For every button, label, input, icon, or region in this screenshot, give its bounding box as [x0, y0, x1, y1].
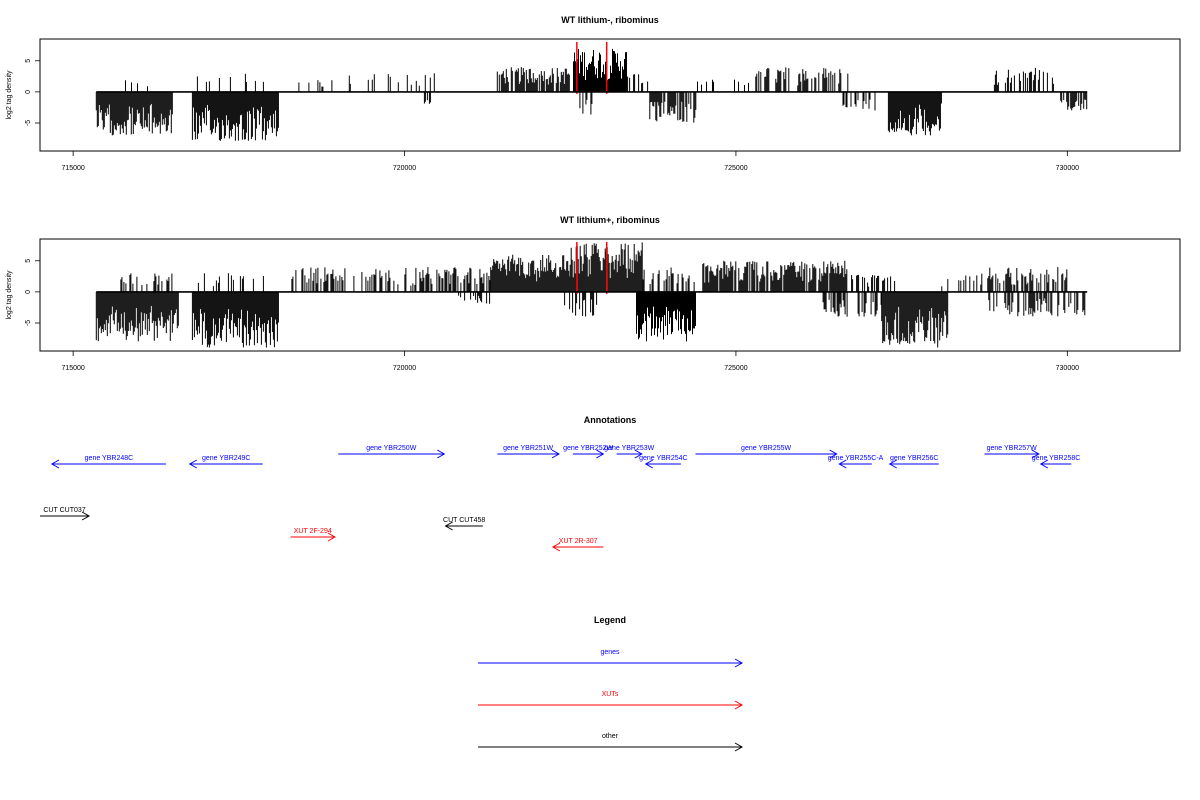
y-tick-label: 0: [25, 290, 32, 294]
feature-label: gene YBR251W: [503, 445, 553, 452]
y-tick-label: 5: [25, 259, 32, 263]
feature-gene: gene YBR257W: [984, 445, 1040, 459]
arrow-head: [188, 459, 198, 469]
feature-label: gene YBR253W: [604, 445, 654, 452]
legend-label: other: [602, 733, 619, 740]
y-axis-label: log2 tag density: [6, 270, 13, 320]
x-tick-label: 715000: [61, 165, 84, 172]
arrow-head: [734, 742, 744, 752]
feature-gene: gene YBR256C: [888, 455, 939, 469]
arrow-head: [551, 449, 560, 459]
feature-label: CUT CUT037: [43, 507, 85, 514]
arrow-head: [596, 449, 605, 459]
arrow-head: [437, 449, 446, 459]
feature-label: gene YBR248C: [85, 455, 134, 462]
arrow-head: [551, 542, 561, 552]
legend-item-other: other: [478, 733, 744, 752]
feature-label: gene YBR252W: [563, 445, 613, 452]
arrow-head: [327, 532, 336, 542]
feature-gene: gene YBR248C: [50, 455, 166, 469]
y-tick-label: -5: [25, 120, 32, 126]
x-tick-label: 720000: [393, 365, 416, 372]
legend-label: XUTs: [602, 691, 619, 698]
arrow-head: [444, 521, 453, 531]
feature-label: gene YBR255C-A: [828, 455, 884, 462]
feature-label: gene YBR256C: [890, 455, 939, 462]
x-tick-labels: 715000 720000 725000 730000: [61, 165, 1079, 172]
legend-item-gene: genes: [478, 649, 744, 668]
x-tick-label: 725000: [724, 365, 747, 372]
feature-label: gene YBR257W: [987, 445, 1037, 452]
feature-label: XUT 2R-307: [559, 538, 598, 545]
legend-label: genes: [600, 649, 620, 656]
x-tick-label: 720000: [393, 165, 416, 172]
track-panel-lithium-plus: WT lithium+, ribominus log2 tag density …: [6, 215, 1181, 372]
x-tick-labels: 715000 720000 725000 730000: [61, 365, 1079, 372]
feature-other: CUT CUT458: [443, 517, 485, 531]
feature-xut: XUT 2F-294: [290, 528, 336, 542]
arrow-head: [734, 700, 744, 710]
feature-arrows: gene YBR248C gene YBR249C gene YBR250W gene…: [40, 445, 1081, 552]
arrow-head: [888, 459, 897, 469]
feature-label: CUT CUT458: [443, 517, 485, 524]
x-tick-label: 730000: [1056, 165, 1079, 172]
y-tick-label: 5: [25, 59, 32, 63]
arrow-head: [1039, 459, 1049, 469]
annotations-title: Annotations: [584, 415, 637, 425]
y-tick-label: 0: [25, 90, 32, 94]
feature-label: gene YBR250W: [366, 445, 416, 452]
annotations-panel: Annotations gene YBR248C gene YBR249Cgene…: [40, 415, 1081, 552]
arrow-head: [644, 459, 654, 469]
legend-item-xut: XUTs: [478, 691, 744, 710]
feature-label: gene YBR254C: [639, 455, 688, 462]
feature-gene: gene YBR255C-A: [828, 455, 884, 469]
feature-gene: gene YBR258C: [1032, 455, 1081, 469]
x-tick-label: 725000: [724, 165, 747, 172]
feature-gene: gene YBR250W: [338, 445, 446, 459]
arrow-head: [50, 459, 60, 469]
signal-bars: [95, 242, 1086, 348]
arrow-head: [838, 459, 847, 469]
plot-frame: [39, 38, 1181, 152]
arrow-head: [734, 658, 744, 668]
plot-frame: [39, 238, 1181, 352]
legend-title: Legend: [594, 615, 626, 625]
feature-label: gene YBR255W: [741, 445, 791, 452]
x-tick-label: 730000: [1056, 365, 1079, 372]
legend: Legend genes XUTs other: [478, 615, 744, 752]
panel-title: WT lithium+, ribominus: [560, 215, 660, 225]
signal-bars: [95, 42, 1088, 141]
panel-title: WT lithium-, ribominus: [561, 15, 659, 25]
feature-gene: gene YBR255W: [695, 445, 838, 459]
y-tick-labels: -5 0 5: [25, 259, 32, 326]
track-panel-lithium-minus: WT lithium-, ribominus log2 tag density …: [6, 15, 1181, 172]
arrow-head: [634, 449, 643, 459]
feature-other: CUT CUT037: [40, 507, 91, 521]
feature-xut: XUT 2R-307: [551, 538, 604, 552]
feature-label: gene YBR258C: [1032, 455, 1081, 462]
arrow-head: [829, 449, 838, 459]
feature-gene: gene YBR254C: [639, 455, 688, 469]
arrow-head: [81, 511, 91, 521]
feature-label: gene YBR249C: [202, 455, 251, 462]
y-tick-label: -5: [25, 320, 32, 326]
legend-items: genes XUTs other: [478, 649, 744, 752]
x-tick-label: 715000: [61, 365, 84, 372]
feature-gene: gene YBR252W: [563, 445, 614, 459]
feature-label: XUT 2F-294: [294, 528, 332, 535]
arrow-head: [1031, 449, 1040, 459]
feature-gene: gene YBR249C: [188, 455, 263, 469]
y-axis-label: log2 tag density: [6, 70, 13, 120]
y-tick-labels: -5 0 5: [25, 59, 32, 126]
feature-gene: gene YBR251W: [497, 445, 560, 459]
feature-gene: gene YBR253W: [604, 445, 655, 459]
